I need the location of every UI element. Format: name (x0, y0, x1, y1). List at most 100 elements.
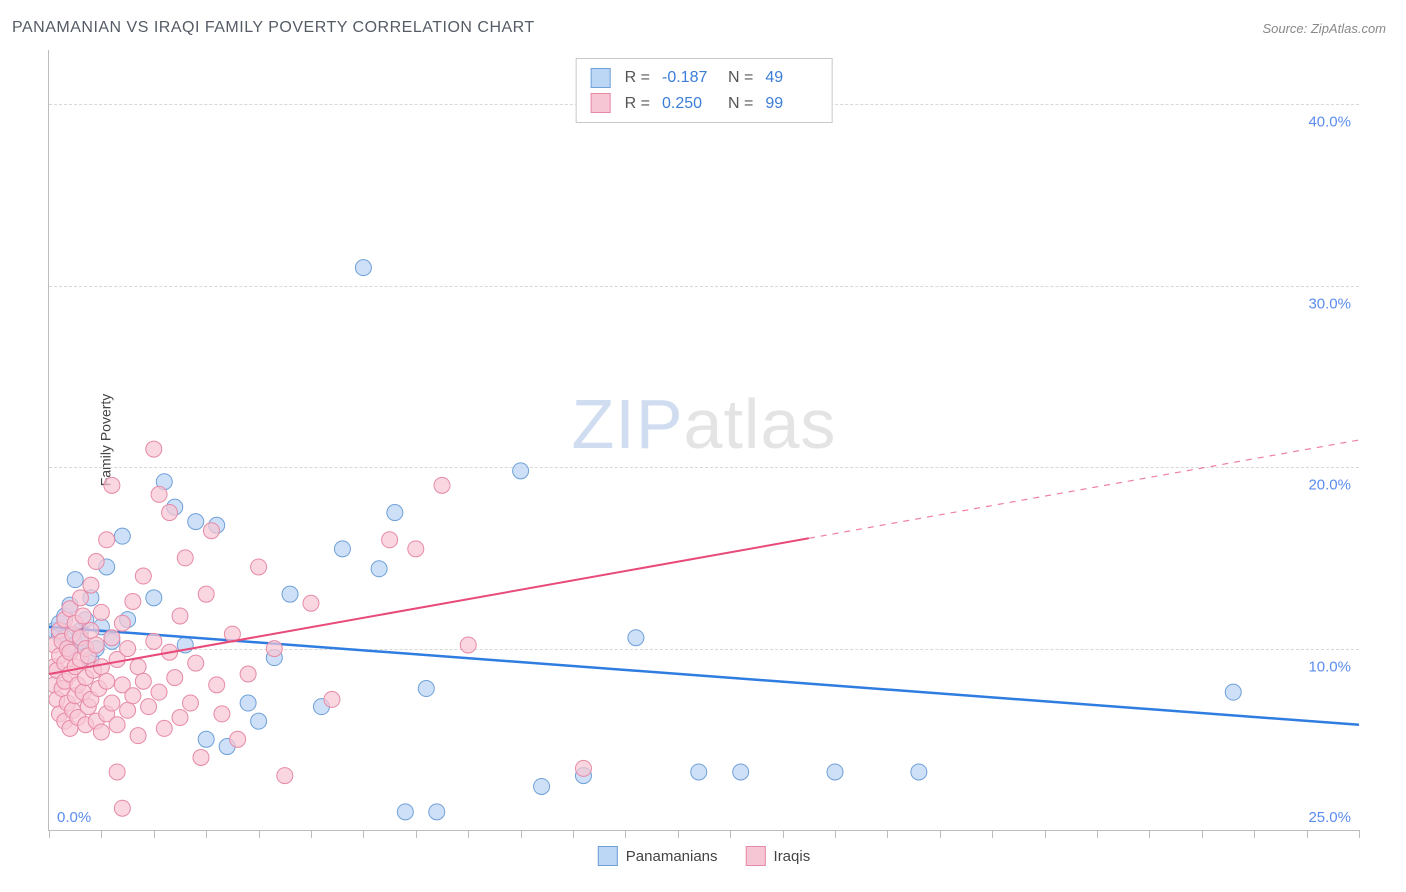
scatter-point (93, 659, 109, 675)
x-tick (1202, 830, 1203, 838)
scatter-point (104, 477, 120, 493)
scatter-point (114, 800, 130, 816)
x-tick (573, 830, 574, 838)
x-tick (259, 830, 260, 838)
scatter-point (827, 764, 843, 780)
chart-title: PANAMANIAN VS IRAQI FAMILY POVERTY CORRE… (12, 19, 535, 37)
scatter-point (88, 637, 104, 653)
scatter-point (387, 505, 403, 521)
scatter-point (1225, 684, 1241, 700)
scatter-point (240, 666, 256, 682)
regression-line (49, 538, 809, 674)
scatter-point (167, 670, 183, 686)
scatter-point (460, 637, 476, 653)
scatter-point (125, 688, 141, 704)
x-tick (468, 830, 469, 838)
scatter-point (67, 572, 83, 588)
legend-n-label: N = (728, 91, 753, 117)
scatter-point (125, 593, 141, 609)
scatter-point (575, 760, 591, 776)
stats-legend-row: R = -0.187 N = 49 (591, 65, 818, 91)
legend-item: Iraqis (746, 846, 811, 866)
scatter-point (733, 764, 749, 780)
scatter-point (130, 659, 146, 675)
x-tick (1359, 830, 1360, 838)
legend-n-label: N = (728, 65, 753, 91)
scatter-point (99, 673, 115, 689)
scatter-point (371, 561, 387, 577)
legend-swatch (591, 93, 611, 113)
scatter-point (146, 633, 162, 649)
x-tick (206, 830, 207, 838)
scatter-point (146, 441, 162, 457)
x-tick (311, 830, 312, 838)
scatter-point (198, 731, 214, 747)
scatter-point (691, 764, 707, 780)
legend-label: Iraqis (774, 848, 811, 865)
scatter-point (72, 590, 88, 606)
x-tick (363, 830, 364, 838)
scatter-point (156, 720, 172, 736)
scatter-point (334, 541, 350, 557)
chart-source: Source: ZipAtlas.com (1262, 21, 1386, 36)
scatter-point (277, 768, 293, 784)
scatter-point (188, 514, 204, 530)
scatter-point (534, 778, 550, 794)
x-tick (1254, 830, 1255, 838)
scatter-point (282, 586, 298, 602)
x-tick (1307, 830, 1308, 838)
scatter-point (172, 710, 188, 726)
x-tick (1097, 830, 1098, 838)
series-legend: Panamanians Iraqis (598, 846, 810, 866)
scatter-point (188, 655, 204, 671)
legend-item: Panamanians (598, 846, 718, 866)
scatter-point (434, 477, 450, 493)
x-tick (521, 830, 522, 838)
scatter-point (397, 804, 413, 820)
scatter-point (251, 559, 267, 575)
scatter-point (193, 749, 209, 765)
x-tick (887, 830, 888, 838)
x-tick (835, 830, 836, 838)
scatter-point (130, 728, 146, 744)
scatter-point (83, 622, 99, 638)
scatter-point (382, 532, 398, 548)
scatter-point (135, 673, 151, 689)
legend-label: Panamanians (626, 848, 718, 865)
legend-swatch (591, 68, 611, 88)
scatter-point (120, 702, 136, 718)
scatter-point (93, 724, 109, 740)
scatter-point (182, 695, 198, 711)
scatter-point (198, 586, 214, 602)
legend-n-value: 99 (765, 91, 817, 117)
legend-swatch (746, 846, 766, 866)
legend-r-label: R = (625, 65, 650, 91)
legend-r-label: R = (625, 91, 650, 117)
scatter-point (109, 717, 125, 733)
legend-n-value: 49 (765, 65, 817, 91)
scatter-point (911, 764, 927, 780)
scatter-point (209, 677, 225, 693)
scatter-point (135, 568, 151, 584)
x-tick (992, 830, 993, 838)
scatter-point (141, 699, 157, 715)
scatter-point (146, 590, 162, 606)
scatter-point (324, 691, 340, 707)
scatter-point (214, 706, 230, 722)
x-tick (1045, 830, 1046, 838)
scatter-point (628, 630, 644, 646)
scatter-point (251, 713, 267, 729)
scatter-point (203, 523, 219, 539)
scatter-point (513, 463, 529, 479)
x-tick (1149, 830, 1150, 838)
scatter-point (418, 681, 434, 697)
x-tick (416, 830, 417, 838)
chart-header: PANAMANIAN VS IRAQI FAMILY POVERTY CORRE… (0, 0, 1406, 48)
scatter-point (172, 608, 188, 624)
scatter-point (303, 595, 319, 611)
legend-r-value: -0.187 (662, 65, 714, 91)
scatter-point (93, 604, 109, 620)
x-tick (940, 830, 941, 838)
chart-canvas (49, 50, 1359, 830)
x-tick (101, 830, 102, 838)
